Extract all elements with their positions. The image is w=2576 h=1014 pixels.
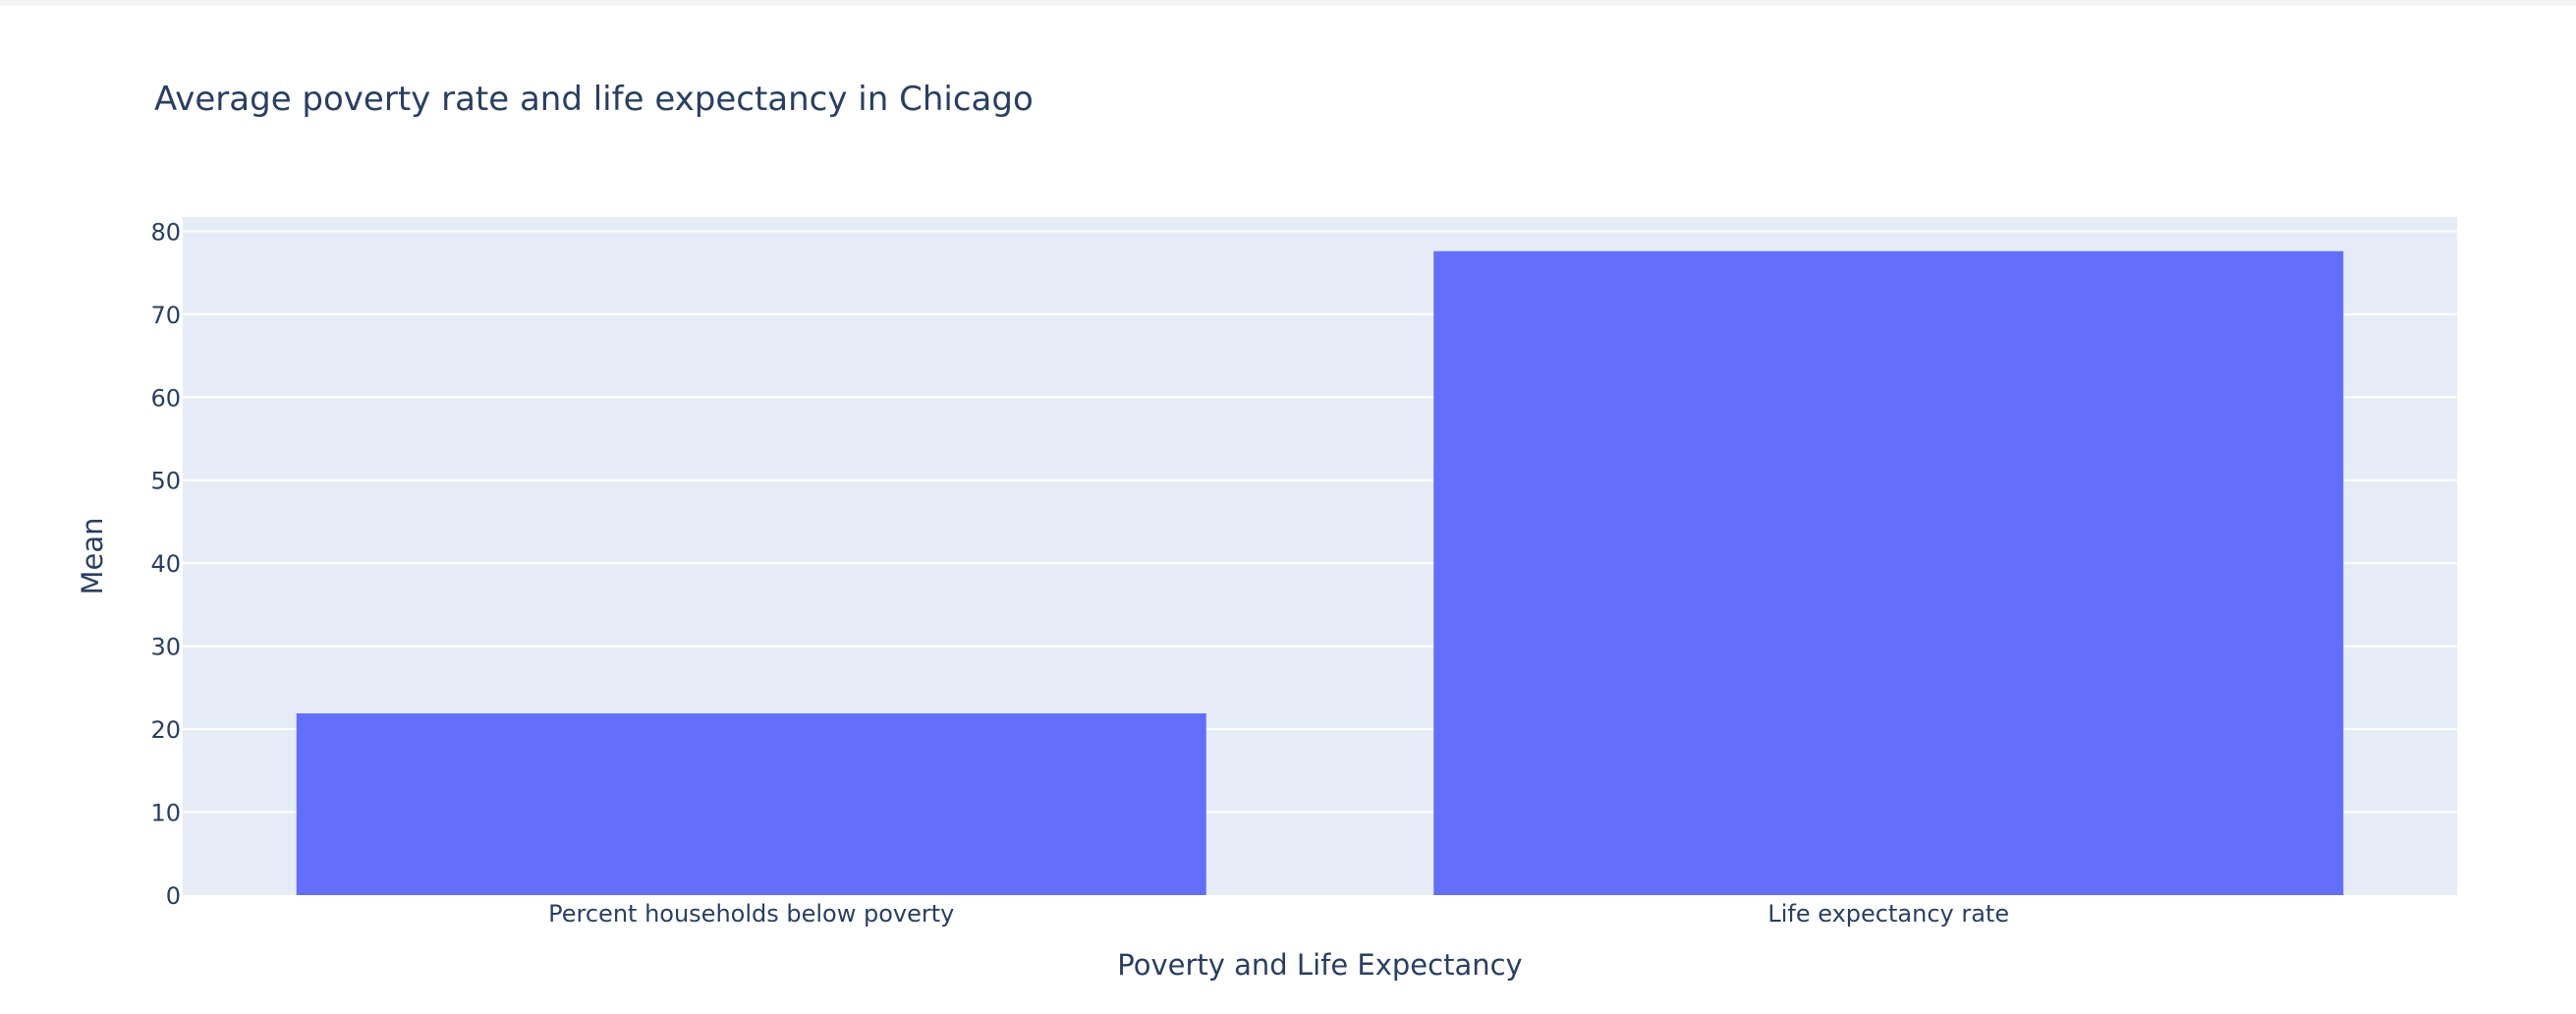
bar[interactable] — [296, 713, 1206, 895]
x-axis-title: Poverty and Life Expectancy — [1117, 948, 1522, 982]
y-tick-label: 30 — [150, 634, 181, 661]
bar[interactable] — [1433, 251, 2344, 895]
y-axis-title: Mean — [76, 517, 109, 594]
y-tick-label: 0 — [166, 882, 181, 910]
y-tick-label: 20 — [150, 716, 181, 744]
y-tick-label: 70 — [150, 302, 181, 329]
x-axis-ticks: Percent households below poverty Life exp… — [548, 900, 2009, 928]
chart-title: Average poverty rate and life expectancy… — [154, 80, 1034, 119]
y-tick-label: 50 — [150, 468, 181, 495]
x-tick-label: Life expectancy rate — [1767, 900, 2009, 928]
y-tick-label: 80 — [150, 218, 181, 246]
bars — [296, 251, 2344, 895]
x-tick-label: Percent households below poverty — [548, 900, 954, 928]
y-tick-label: 60 — [150, 384, 181, 412]
y-tick-label: 10 — [150, 800, 181, 827]
top-strip — [0, 0, 2576, 6]
y-axis-ticks: 0 10 20 30 40 50 60 70 80 — [150, 218, 181, 910]
y-tick-label: 40 — [150, 550, 181, 578]
